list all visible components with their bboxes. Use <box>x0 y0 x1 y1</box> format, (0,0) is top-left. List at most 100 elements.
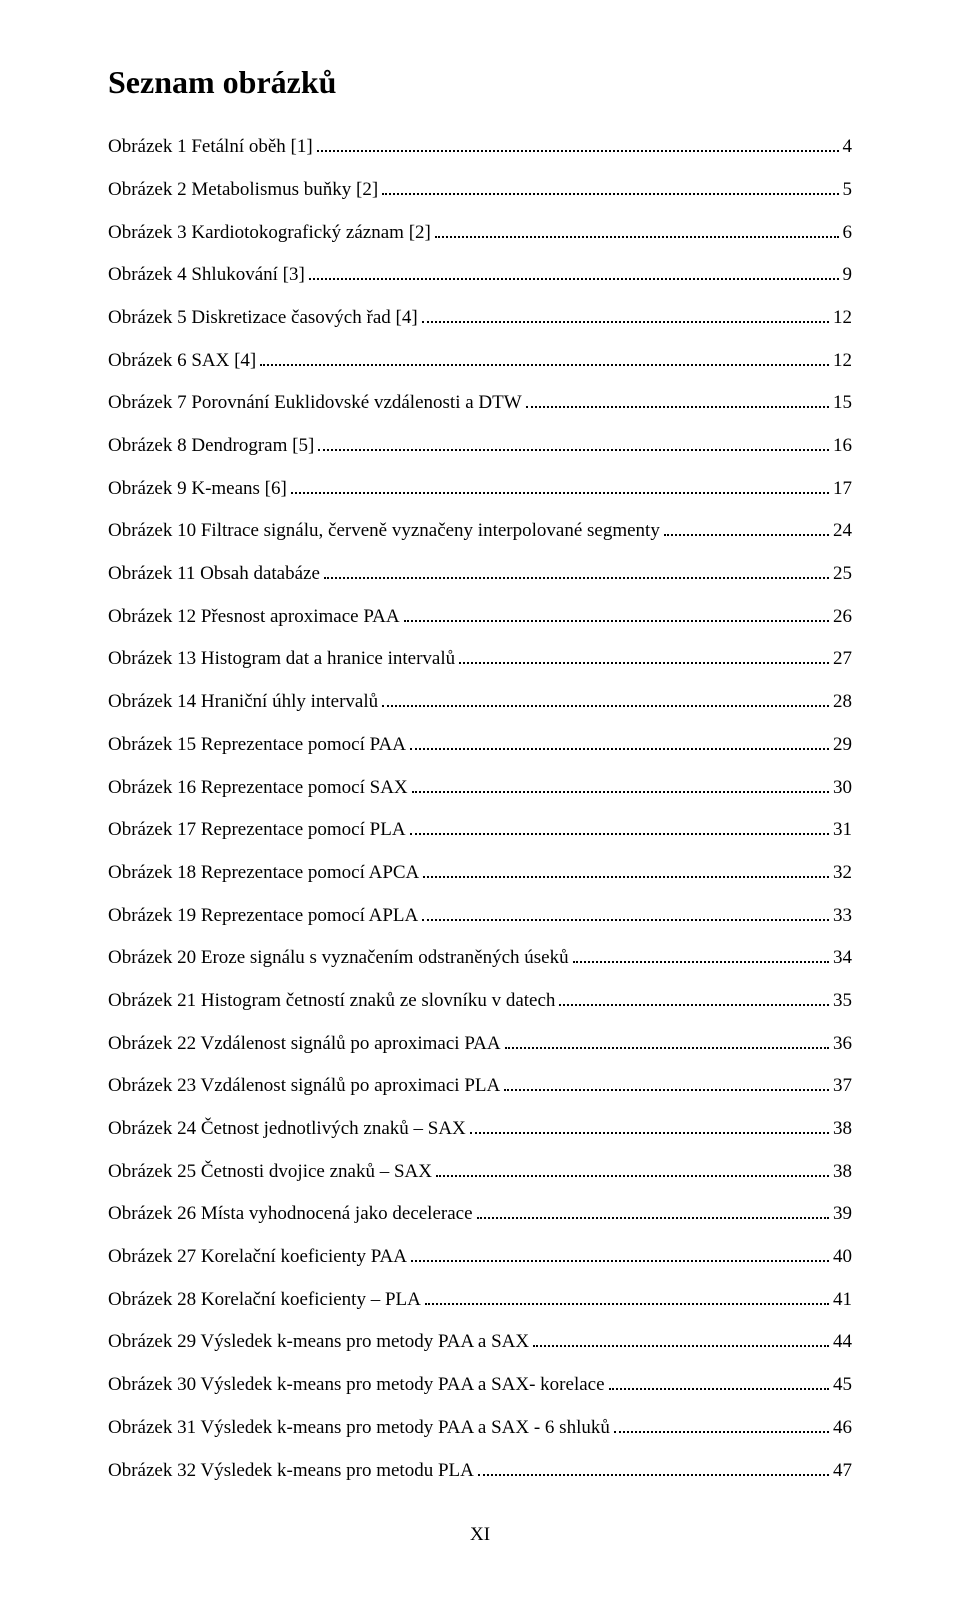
list-item: Obrázek 13 Histogram dat a hranice inter… <box>108 647 852 668</box>
page-number-footer: XI <box>0 1524 960 1546</box>
leader-dots <box>477 1202 829 1219</box>
figure-page-number: 30 <box>833 778 852 797</box>
figure-label: Obrázek 18 Reprezentace pomocí APCA <box>108 863 419 882</box>
figure-page-number: 12 <box>833 308 852 327</box>
leader-dots <box>309 263 839 280</box>
figure-label: Obrázek 22 Vzdálenost signálů po aproxim… <box>108 1034 501 1053</box>
list-item: Obrázek 31 Výsledek k-means pro metody P… <box>108 1416 852 1437</box>
figure-page-number: 39 <box>833 1204 852 1223</box>
figure-page-number: 32 <box>833 863 852 882</box>
figure-page-number: 15 <box>833 393 852 412</box>
list-item: Obrázek 30 Výsledek k-means pro metody P… <box>108 1373 852 1394</box>
figure-page-number: 34 <box>833 948 852 967</box>
leader-dots <box>526 391 829 408</box>
figure-page-number: 47 <box>833 1461 852 1480</box>
figure-label: Obrázek 19 Reprezentace pomocí APLA <box>108 906 418 925</box>
leader-dots <box>422 903 829 920</box>
list-item: Obrázek 22 Vzdálenost signálů po aproxim… <box>108 1031 852 1052</box>
leader-dots <box>324 562 829 579</box>
figure-page-number: 46 <box>833 1418 852 1437</box>
figure-page-number: 44 <box>833 1332 852 1351</box>
leader-dots <box>425 1288 829 1305</box>
document-page: Seznam obrázků Obrázek 1 Fetální oběh [1… <box>0 0 960 1620</box>
figure-page-number: 6 <box>843 223 853 242</box>
list-item: Obrázek 1 Fetální oběh [1] 4 <box>108 135 852 156</box>
list-item: Obrázek 6 SAX [4]12 <box>108 348 852 369</box>
figure-page-number: 29 <box>833 735 852 754</box>
figure-label: Obrázek 4 Shlukování [3] <box>108 265 305 284</box>
figure-page-number: 4 <box>843 137 853 156</box>
figure-label: Obrázek 26 Místa vyhodnocená jako decele… <box>108 1204 473 1223</box>
figure-label: Obrázek 16 Reprezentace pomocí SAX <box>108 778 408 797</box>
page-title: Seznam obrázků <box>108 64 852 101</box>
figure-page-number: 35 <box>833 991 852 1010</box>
leader-dots <box>573 946 829 963</box>
list-item: Obrázek 10 Filtrace signálu, červeně vyz… <box>108 519 852 540</box>
figure-label: Obrázek 31 Výsledek k-means pro metody P… <box>108 1418 610 1437</box>
list-item: Obrázek 19 Reprezentace pomocí APLA33 <box>108 903 852 924</box>
figure-label: Obrázek 23 Vzdálenost signálů po aproxim… <box>108 1076 500 1095</box>
list-item: Obrázek 16 Reprezentace pomocí SAX 30 <box>108 775 852 796</box>
leader-dots <box>504 1074 829 1091</box>
list-item: Obrázek 20 Eroze signálu s vyznačením od… <box>108 946 852 967</box>
figure-label: Obrázek 10 Filtrace signálu, červeně vyz… <box>108 521 660 540</box>
figure-label: Obrázek 21 Histogram četností znaků ze s… <box>108 991 555 1010</box>
figure-label: Obrázek 32 Výsledek k-means pro metodu P… <box>108 1461 474 1480</box>
list-item: Obrázek 17 Reprezentace pomocí PLA31 <box>108 818 852 839</box>
list-item: Obrázek 9 K-means [6] 17 <box>108 477 852 498</box>
figure-page-number: 24 <box>833 521 852 540</box>
leader-dots <box>470 1117 829 1134</box>
list-item: Obrázek 21 Histogram četností znaků ze s… <box>108 989 852 1010</box>
figure-page-number: 38 <box>833 1162 852 1181</box>
leader-dots <box>533 1330 829 1347</box>
list-item: Obrázek 23 Vzdálenost signálů po aproxim… <box>108 1074 852 1095</box>
list-item: Obrázek 4 Shlukování [3] 9 <box>108 263 852 284</box>
figure-label: Obrázek 3 Kardiotokografický záznam [2] <box>108 223 431 242</box>
figure-label: Obrázek 20 Eroze signálu s vyznačením od… <box>108 948 569 967</box>
figure-label: Obrázek 2 Metabolismus buňky [2] <box>108 180 378 199</box>
figure-label: Obrázek 13 Histogram dat a hranice inter… <box>108 649 455 668</box>
leader-dots <box>382 178 838 195</box>
figure-page-number: 41 <box>833 1290 852 1309</box>
list-item: Obrázek 3 Kardiotokografický záznam [2] 6 <box>108 220 852 241</box>
leader-dots <box>614 1416 829 1433</box>
list-item: Obrázek 24 Četnost jednotlivých znaků – … <box>108 1117 852 1138</box>
leader-dots <box>459 647 829 664</box>
leader-dots <box>422 306 829 323</box>
figure-label: Obrázek 24 Četnost jednotlivých znaků – … <box>108 1119 466 1138</box>
list-item: Obrázek 25 Četnosti dvojice znaků – SAX 3… <box>108 1160 852 1181</box>
figure-label: Obrázek 29 Výsledek k-means pro metody P… <box>108 1332 529 1351</box>
figure-page-number: 36 <box>833 1034 852 1053</box>
list-item: Obrázek 28 Korelační koeficienty – PLA41 <box>108 1288 852 1309</box>
figure-label: Obrázek 25 Četnosti dvojice znaků – SAX <box>108 1162 432 1181</box>
figure-label: Obrázek 9 K-means [6] <box>108 479 287 498</box>
figure-page-number: 37 <box>833 1076 852 1095</box>
figure-page-number: 38 <box>833 1119 852 1138</box>
leader-dots <box>411 1245 829 1262</box>
leader-dots <box>609 1373 829 1390</box>
figure-page-number: 45 <box>833 1375 852 1394</box>
leader-dots <box>260 348 829 365</box>
list-item: Obrázek 12 Přesnost aproximace PAA 26 <box>108 605 852 626</box>
figure-label: Obrázek 14 Hraniční úhly intervalů <box>108 692 378 711</box>
leader-dots <box>291 477 829 494</box>
figure-label: Obrázek 30 Výsledek k-means pro metody P… <box>108 1375 605 1394</box>
figure-page-number: 16 <box>833 436 852 455</box>
figure-label: Obrázek 11 Obsah databáze <box>108 564 320 583</box>
figure-page-number: 12 <box>833 351 852 370</box>
figure-page-number: 27 <box>833 649 852 668</box>
figure-label: Obrázek 1 Fetální oběh [1] <box>108 137 313 156</box>
list-of-figures: Obrázek 1 Fetální oběh [1] 4 Obrázek 2 Met… <box>108 135 852 1480</box>
figure-page-number: 17 <box>833 479 852 498</box>
list-item: Obrázek 11 Obsah databáze 25 <box>108 562 852 583</box>
leader-dots <box>505 1031 829 1048</box>
figure-page-number: 26 <box>833 607 852 626</box>
figure-label: Obrázek 27 Korelační koeficienty PAA <box>108 1247 407 1266</box>
leader-dots <box>435 220 839 237</box>
leader-dots <box>559 989 829 1006</box>
figure-page-number: 9 <box>843 265 853 284</box>
figure-label: Obrázek 7 Porovnání Euklidovské vzdáleno… <box>108 393 522 412</box>
figure-label: Obrázek 12 Přesnost aproximace PAA <box>108 607 400 626</box>
figure-page-number: 31 <box>833 820 852 839</box>
figure-page-number: 25 <box>833 564 852 583</box>
